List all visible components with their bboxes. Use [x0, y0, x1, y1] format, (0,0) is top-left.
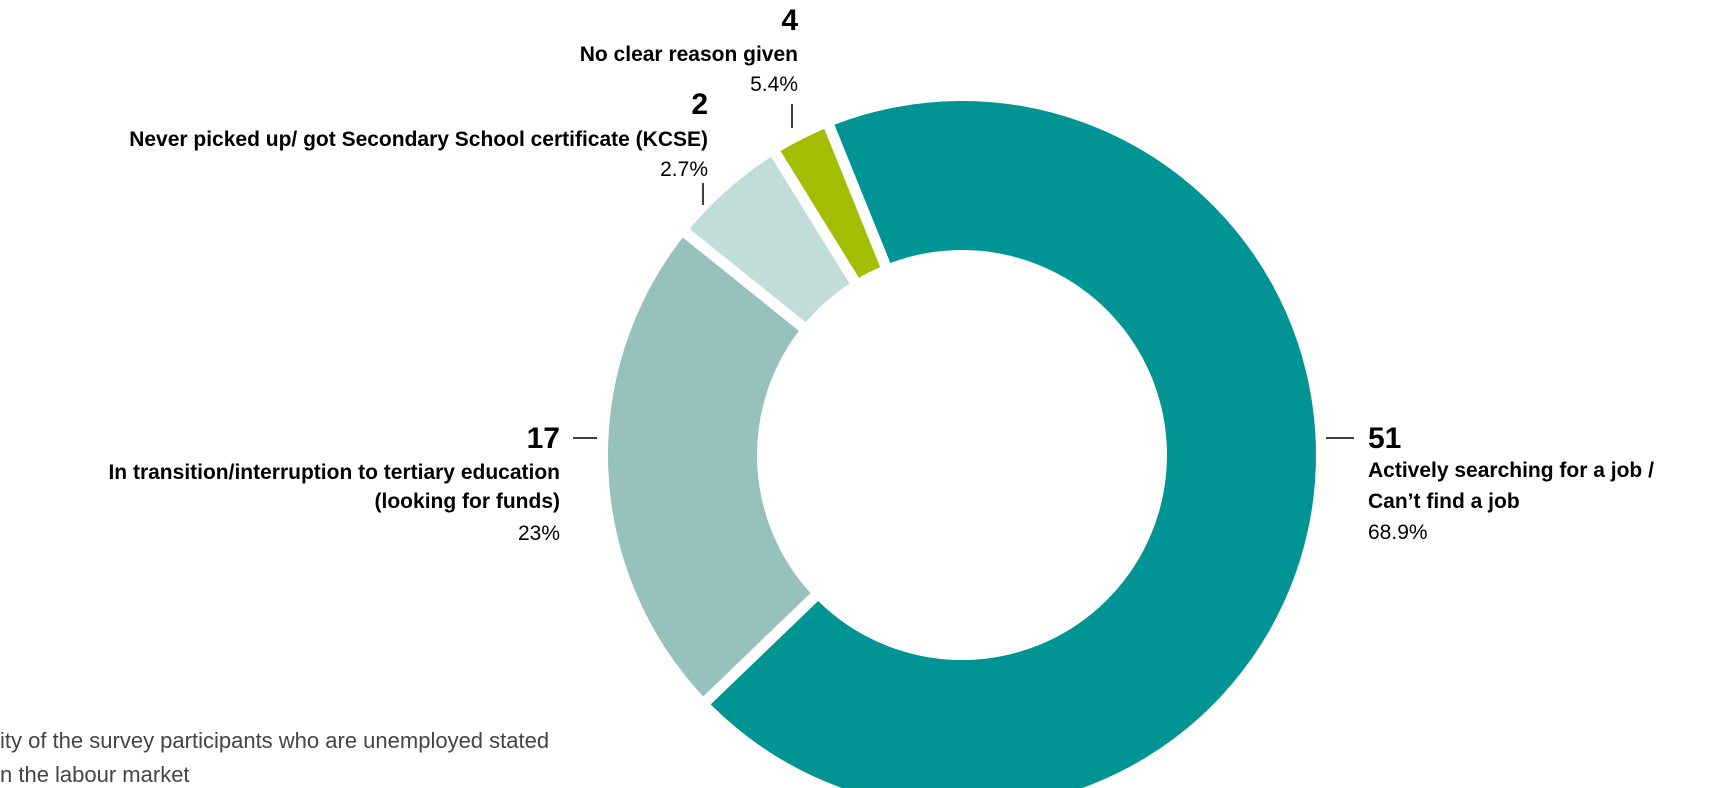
label-no-clear-reason: 4 No clear reason given 5.4%	[580, 4, 799, 96]
name-label-tertiary-transition-line2: (looking for funds)	[375, 490, 560, 513]
footnote-line-2: n the labour market	[0, 762, 190, 787]
label-kcse-certificate: 2 Never picked up/ got Secondary School …	[129, 88, 708, 181]
slice-no-clear-reason	[780, 128, 881, 278]
count-label-actively-searching: 51	[1368, 422, 1401, 455]
name-label-tertiary-transition-line1: In transition/interruption to tertiary e…	[108, 461, 560, 484]
leader-lines	[573, 104, 1354, 439]
name-label-kcse-certificate: Never picked up/ got Secondary School ce…	[129, 128, 708, 151]
percent-label-no-clear-reason: 5.4%	[750, 73, 798, 96]
count-label-tertiary-transition: 17	[527, 422, 560, 455]
count-label-no-clear-reason: 4	[781, 4, 798, 37]
slice-kcse-certificate	[689, 156, 850, 323]
count-label-kcse-certificate: 2	[691, 88, 708, 121]
name-label-actively-searching-line1: Actively searching for a job /	[1368, 459, 1654, 482]
name-label-no-clear-reason: No clear reason given	[580, 43, 798, 66]
percent-label-actively-searching: 68.9%	[1368, 521, 1428, 544]
donut-slices	[607, 101, 1316, 788]
label-actively-searching: 51 Actively searching for a job / Can’t …	[1368, 422, 1654, 544]
footnote-line-1: ity of the survey participants who are u…	[0, 728, 549, 753]
name-label-actively-searching-line2: Can’t find a job	[1368, 490, 1520, 513]
label-tertiary-transition: 17 In transition/interruption to tertiar…	[108, 422, 560, 545]
slice-actively-searching	[710, 101, 1316, 788]
percent-label-tertiary-transition: 23%	[518, 522, 560, 545]
slice-tertiary-transition	[607, 237, 811, 697]
percent-label-kcse-certificate: 2.7%	[660, 158, 708, 181]
